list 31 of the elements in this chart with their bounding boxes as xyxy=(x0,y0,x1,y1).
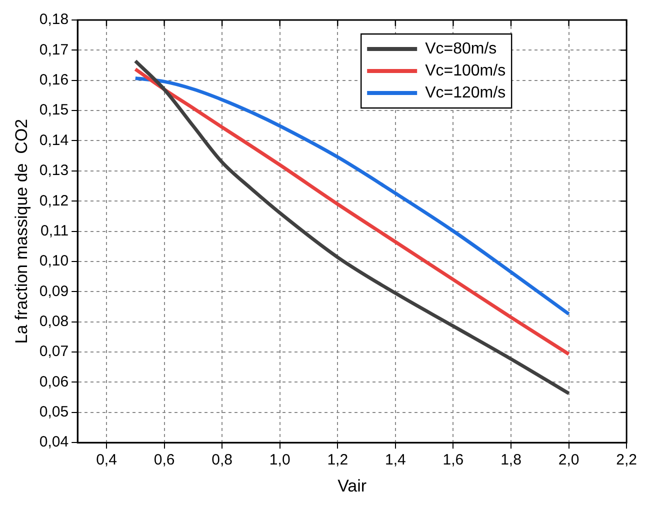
line-series xyxy=(134,76,571,316)
x-tick-label: 0,8 xyxy=(212,452,232,469)
y-tick-label: 0,05 xyxy=(39,404,69,421)
x-tick-label: 1,8 xyxy=(500,452,522,469)
x-tick-label: 0,4 xyxy=(96,452,117,469)
legend-label: Vc=80m/s xyxy=(425,40,497,58)
x-tick-label: 1,4 xyxy=(384,452,406,469)
y-tick-label: 0,14 xyxy=(39,132,69,149)
x-tick-label: 2,2 xyxy=(616,452,638,469)
y-tick-label: 0,15 xyxy=(39,102,69,119)
y-tick-label: 0,16 xyxy=(39,72,69,89)
y-tick-label: 0,10 xyxy=(39,252,69,270)
legend-label: Vc=120m/s xyxy=(425,84,506,102)
y-tick-label: 0,11 xyxy=(40,222,69,240)
x-tick-label: 0,6 xyxy=(154,452,175,469)
y-axis-title: La fraction massique de CO2 xyxy=(12,118,31,344)
y-tick-label: 0,04 xyxy=(39,434,69,451)
y-tick-label: 0,09 xyxy=(39,282,69,300)
x-tick-label: 1,6 xyxy=(442,452,464,469)
y-tick-label: 0,06 xyxy=(39,373,69,390)
x-tick-label: 2,0 xyxy=(558,452,580,469)
x-axis-title: Vair xyxy=(338,476,367,496)
y-tick-label: 0,17 xyxy=(39,41,69,58)
y-tick-label: 0,12 xyxy=(39,192,69,210)
y-tick-label: 0,08 xyxy=(39,313,69,330)
y-tick-label: 0,18 xyxy=(39,11,69,28)
x-tick-label: 1,0 xyxy=(269,452,290,469)
x-tick-label: 1,2 xyxy=(327,452,348,469)
y-tick-label: 0,13 xyxy=(39,162,69,180)
legend-label: Vc=100m/s xyxy=(425,62,506,80)
y-tick-label: 0,07 xyxy=(39,343,69,360)
